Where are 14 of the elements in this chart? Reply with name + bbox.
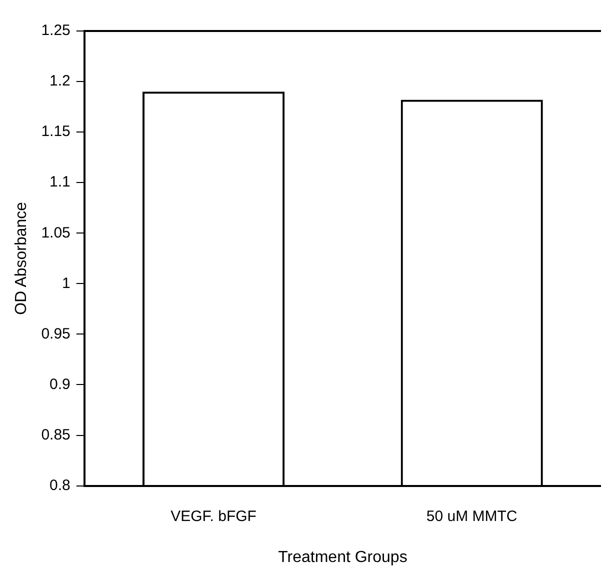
x-axis-title: Treatment Groups	[278, 548, 408, 566]
y-tick-label: 0.85	[41, 426, 70, 444]
y-tick-label: 0.9	[50, 376, 70, 393]
y-tick-label: 0.95	[41, 325, 70, 342]
x-tick-label: VEGF. bFGF	[170, 508, 256, 525]
y-tick-label: 0.8	[50, 476, 70, 494]
y-tick-label: 1.1	[50, 174, 70, 191]
x-tick-label: 50 uM MMTC	[426, 508, 518, 525]
y-axis-title: OD Absorbance	[13, 202, 30, 315]
y-tick-label: 1.05	[41, 224, 70, 242]
y-tick-label: 1.2	[50, 72, 70, 90]
y-tick-label: 1	[62, 274, 70, 292]
y-tick-label: 1.25	[41, 22, 70, 40]
y-tick-label: 1.15	[41, 123, 70, 140]
